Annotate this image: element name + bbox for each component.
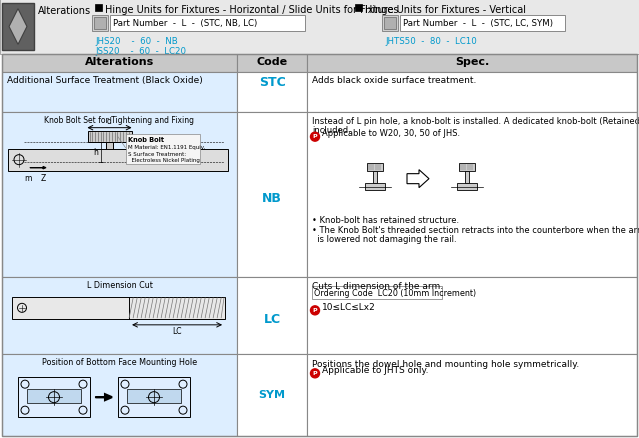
Text: P: P <box>312 134 318 139</box>
Text: P: P <box>312 370 318 375</box>
Text: d: d <box>107 117 112 125</box>
Bar <box>92 16 108 32</box>
Bar <box>2 354 237 436</box>
Bar <box>307 354 637 436</box>
Bar <box>237 73 307 113</box>
Text: JSS20    -  60  -  LC20: JSS20 - 60 - LC20 <box>95 47 186 56</box>
Bar <box>307 113 637 278</box>
Text: LC: LC <box>173 326 182 335</box>
Text: • The Knob Bolt's threaded section retracts into the counterbore when the arm: • The Knob Bolt's threaded section retra… <box>312 225 639 234</box>
Text: NB: NB <box>262 191 282 204</box>
Circle shape <box>311 306 320 315</box>
Bar <box>94 18 106 30</box>
Text: h: h <box>93 148 98 157</box>
Text: P: P <box>312 307 318 312</box>
Bar <box>2 55 637 436</box>
Text: M Material: EN1.1191 Equiv.: M Material: EN1.1191 Equiv. <box>128 145 205 149</box>
Bar <box>465 171 469 184</box>
Text: Ordering Code  LC20 (10mm Increment): Ordering Code LC20 (10mm Increment) <box>314 289 476 298</box>
Text: Part Number  -  L  -  (STC, NB, LC): Part Number - L - (STC, NB, LC) <box>113 19 258 28</box>
Bar <box>2 55 237 73</box>
Bar <box>367 164 383 171</box>
Text: Hinge Units for Fixtures - Vertical: Hinge Units for Fixtures - Vertical <box>365 5 526 15</box>
Bar <box>307 278 637 354</box>
Text: Knob Bolt: Knob Bolt <box>128 136 164 142</box>
Text: Hinge Units for Fixtures - Horizontal / Slide Units for Fixtures: Hinge Units for Fixtures - Horizontal / … <box>105 5 399 15</box>
Bar <box>307 73 637 113</box>
Text: Position of Bottom Face Mounting Hole: Position of Bottom Face Mounting Hole <box>42 357 197 367</box>
Polygon shape <box>407 170 429 188</box>
Text: is lowered not damaging the rail.: is lowered not damaging the rail. <box>312 234 457 243</box>
Bar <box>2 73 237 113</box>
Bar <box>106 142 113 162</box>
Bar <box>237 278 307 354</box>
Polygon shape <box>9 10 27 45</box>
Bar <box>0 0 639 55</box>
Bar <box>355 5 362 12</box>
Text: Alterations: Alterations <box>38 6 91 16</box>
Bar <box>373 171 377 184</box>
Text: m: m <box>24 173 31 182</box>
Circle shape <box>311 133 320 142</box>
Text: Cuts L dimension of the arm.: Cuts L dimension of the arm. <box>312 282 443 291</box>
Bar <box>127 389 181 403</box>
Text: Code: Code <box>256 57 288 67</box>
Bar <box>237 113 307 278</box>
Text: Applicable to W20, 30, 50 of JHS.: Applicable to W20, 30, 50 of JHS. <box>322 129 460 138</box>
Bar <box>110 16 305 32</box>
Text: Adds black oxide surface treatment.: Adds black oxide surface treatment. <box>312 76 477 85</box>
Circle shape <box>311 369 320 378</box>
Text: Spec.: Spec. <box>455 57 489 67</box>
Text: JHS20    -  60  -  NB: JHS20 - 60 - NB <box>95 37 178 46</box>
Text: SYM: SYM <box>259 389 286 399</box>
Bar <box>2 4 34 51</box>
Bar <box>2 113 237 278</box>
Bar <box>307 55 637 73</box>
Bar <box>18 377 90 417</box>
FancyArrow shape <box>96 394 112 400</box>
Text: STC: STC <box>259 76 286 89</box>
Bar <box>27 389 81 403</box>
Bar <box>237 55 307 73</box>
Bar <box>12 297 225 319</box>
Bar <box>2 278 237 354</box>
Text: 10≤LC≤Lx2: 10≤LC≤Lx2 <box>322 302 376 311</box>
Text: included.: included. <box>312 125 351 134</box>
Bar <box>118 377 190 417</box>
Bar <box>459 164 475 171</box>
Text: Part Number  -  L  -  (STC, LC, SYM): Part Number - L - (STC, LC, SYM) <box>403 19 553 28</box>
Text: S Surface Treatment:: S Surface Treatment: <box>128 151 185 156</box>
FancyArrow shape <box>30 167 46 170</box>
Text: Z: Z <box>41 173 46 182</box>
Text: Alterations: Alterations <box>85 57 154 67</box>
Bar <box>457 184 477 191</box>
Bar <box>8 149 228 171</box>
Text: Knob Bolt Set for Tightening and Fixing: Knob Bolt Set for Tightening and Fixing <box>45 115 194 124</box>
Text: Electroless Nickel Plating: Electroless Nickel Plating <box>128 157 199 162</box>
Bar <box>382 16 398 32</box>
Bar <box>384 18 396 30</box>
Text: Instead of L pin hole, a knob-bolt is installed. A dedicated knob-bolt (Retained: Instead of L pin hole, a knob-bolt is in… <box>312 117 639 125</box>
Text: Additional Surface Treatment (Black Oxide): Additional Surface Treatment (Black Oxid… <box>7 76 203 85</box>
Bar <box>125 134 199 164</box>
Bar <box>95 5 102 12</box>
Text: Applicable to JHTS only.: Applicable to JHTS only. <box>322 365 429 374</box>
Bar <box>237 354 307 436</box>
Text: Positions the dowel hole and mounting hole symmetrically.: Positions the dowel hole and mounting ho… <box>312 360 579 368</box>
Bar <box>400 16 565 32</box>
Text: L Dimension Cut: L Dimension Cut <box>86 281 153 290</box>
Bar <box>88 131 132 142</box>
Bar <box>365 184 385 191</box>
Text: JHTS50  -  80  -  LC10: JHTS50 - 80 - LC10 <box>385 37 477 46</box>
Text: • Knob-bolt has retained structure.: • Knob-bolt has retained structure. <box>312 215 459 224</box>
Bar <box>312 287 442 300</box>
Text: LC: LC <box>263 312 281 325</box>
